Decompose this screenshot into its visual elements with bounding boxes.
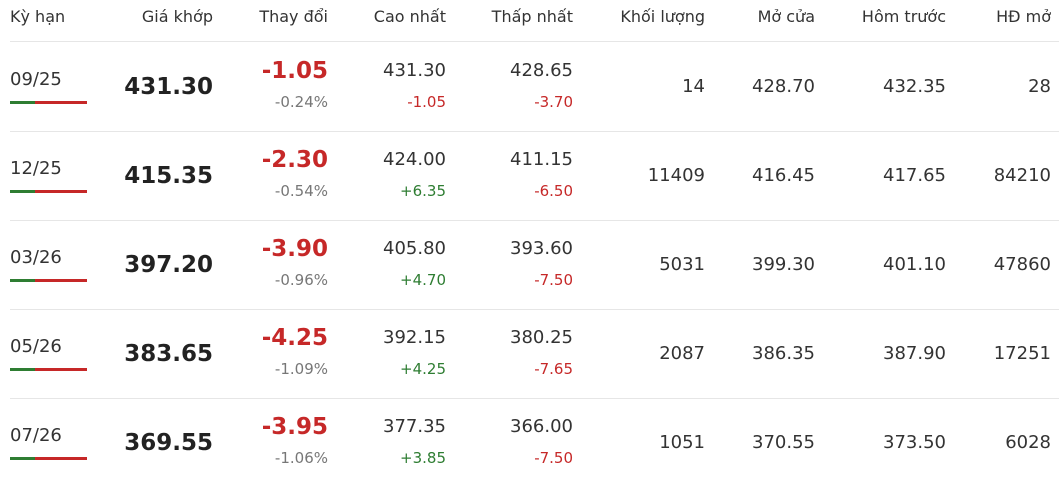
change-percent: -1.06%: [274, 448, 328, 467]
high-diff: +4.25: [400, 359, 446, 378]
change-percent: -1.09%: [274, 359, 328, 378]
term: 05/26: [10, 335, 62, 357]
volume: 1051: [659, 431, 705, 453]
column-header: Giá khớp: [141, 7, 213, 26]
row-separator: [10, 131, 1059, 132]
term: 07/26: [10, 424, 62, 446]
open: 428.70: [752, 75, 815, 97]
term-bar: [10, 189, 35, 193]
row-separator: [10, 398, 1059, 399]
volume: 11409: [647, 164, 705, 186]
change-percent: -0.24%: [274, 92, 328, 111]
term-bar: [35, 367, 87, 371]
term: 03/26: [10, 246, 62, 268]
previous-close: 373.50: [883, 431, 946, 453]
price: 383.65: [124, 340, 213, 367]
high-diff: +3.85: [400, 448, 446, 467]
row-separator: [10, 309, 1059, 310]
row-separator: [10, 41, 1059, 42]
change-percent: -0.54%: [274, 181, 328, 200]
high: 392.15: [383, 326, 446, 348]
column-header: HĐ mở: [996, 7, 1051, 26]
high: 405.80: [383, 237, 446, 259]
low: 380.25: [510, 326, 573, 348]
open: 416.45: [752, 164, 815, 186]
previous-close: 387.90: [883, 342, 946, 364]
high-diff: +4.70: [400, 270, 446, 289]
column-header: Thấp nhất: [491, 7, 573, 26]
column-header: Hôm trước: [861, 7, 946, 26]
previous-close: 401.10: [883, 253, 946, 275]
open-interest: 47860: [993, 253, 1051, 275]
high-diff: -1.05: [407, 92, 446, 111]
term-bar: [10, 278, 35, 282]
high: 424.00: [383, 148, 446, 170]
term-bar: [35, 456, 87, 460]
low-diff: -7.50: [534, 270, 573, 289]
low: 428.65: [510, 59, 573, 81]
term-bar: [35, 278, 87, 282]
column-header: Khối lượng: [620, 7, 705, 26]
low-diff: -7.65: [534, 359, 573, 378]
low-diff: -3.70: [534, 92, 573, 111]
term: 12/25: [10, 157, 62, 179]
previous-close: 432.35: [883, 75, 946, 97]
low: 411.15: [510, 148, 573, 170]
open-interest: 84210: [993, 164, 1051, 186]
low: 393.60: [510, 237, 573, 259]
price: 415.35: [124, 162, 213, 189]
high-diff: +6.35: [400, 181, 446, 200]
row-separator: [10, 220, 1059, 221]
volume: 2087: [659, 342, 705, 364]
high: 377.35: [383, 415, 446, 437]
open-interest: 6028: [1005, 431, 1051, 453]
change: -3.95: [261, 413, 328, 440]
previous-close: 417.65: [883, 164, 946, 186]
change-percent: -0.96%: [274, 270, 328, 289]
high: 431.30: [383, 59, 446, 81]
volume: 14: [682, 75, 705, 97]
term-bar: [10, 456, 35, 460]
low-diff: -7.50: [534, 448, 573, 467]
price: 431.30: [124, 73, 213, 100]
price: 397.20: [124, 251, 213, 278]
term-bar: [35, 189, 87, 193]
term-bar: [10, 100, 35, 104]
change: -3.90: [261, 235, 328, 262]
term-bar: [35, 100, 87, 104]
change: -4.25: [261, 324, 328, 351]
term: 09/25: [10, 68, 62, 90]
volume: 5031: [659, 253, 705, 275]
price: 369.55: [124, 429, 213, 456]
column-header: Cao nhất: [373, 7, 446, 26]
low: 366.00: [510, 415, 573, 437]
open: 386.35: [752, 342, 815, 364]
open-interest: 28: [1028, 75, 1051, 97]
column-header: Kỳ hạn: [10, 7, 66, 26]
open: 399.30: [752, 253, 815, 275]
change: -1.05: [261, 57, 328, 84]
low-diff: -6.50: [534, 181, 573, 200]
open-interest: 17251: [993, 342, 1051, 364]
column-header: Thay đổi: [259, 7, 328, 26]
term-bar: [10, 367, 35, 371]
change: -2.30: [261, 146, 328, 173]
column-header: Mở cửa: [757, 7, 815, 26]
open: 370.55: [752, 431, 815, 453]
